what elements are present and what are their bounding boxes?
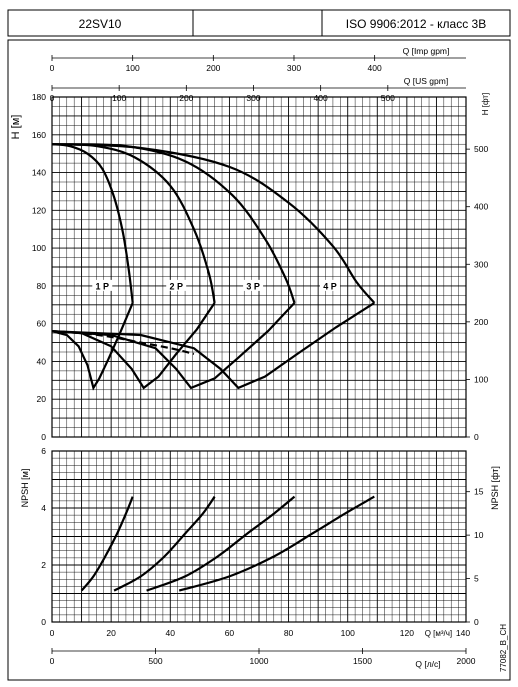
ls-tick-label: 500 bbox=[148, 656, 162, 666]
head-y-tick-label: 40 bbox=[37, 356, 47, 366]
npsh-y-right-tick-label: 5 bbox=[474, 574, 479, 584]
npsh-y-tick-label: 6 bbox=[41, 446, 46, 456]
npsh-y-tick-label: 4 bbox=[41, 503, 46, 513]
top-axis-tick-label: 400 bbox=[368, 63, 382, 73]
m3h-tick-label: 120 bbox=[400, 628, 414, 638]
npsh-y-right-tick-label: 15 bbox=[474, 487, 484, 497]
ls-tick-label: 1500 bbox=[353, 656, 372, 666]
top-axis-tick-label: 500 bbox=[381, 93, 395, 103]
head-y-tick-label: 140 bbox=[32, 168, 46, 178]
ls-tick-label: 2000 bbox=[457, 656, 476, 666]
efficiency-curve-1p bbox=[51, 302, 134, 391]
curve-label-3p: 3 P bbox=[246, 281, 260, 291]
curve-label-2p: 2 P bbox=[169, 281, 183, 291]
head-y-tick-label: 160 bbox=[32, 130, 46, 140]
curve-label-1p: 1 P bbox=[96, 281, 110, 291]
head-y-right-tick-label: 500 bbox=[474, 144, 488, 154]
head-y-tick-label: 100 bbox=[32, 243, 46, 253]
m3h-tick-label: 40 bbox=[166, 628, 176, 638]
npsh-curve-1p bbox=[80, 496, 134, 592]
efficiency-curve-3p bbox=[51, 302, 296, 390]
standard-label: ISO 9906:2012 - класс 3B bbox=[346, 17, 486, 31]
head-curves bbox=[51, 143, 376, 391]
bottom-axes: 0 20 40 60 80 100 120 Q [м³/ч] 140 0 500 1000 1500 20… bbox=[50, 628, 476, 669]
head-y-tick-label: 0 bbox=[41, 432, 46, 442]
head-grid bbox=[51, 96, 467, 438]
npsh-y-axis-right-label: NPSH [фт] bbox=[490, 466, 500, 510]
m3h-tick-label: 20 bbox=[106, 628, 116, 638]
head-y-axis-right-label: H [фт] bbox=[481, 93, 490, 116]
header-frame bbox=[7, 9, 511, 37]
top-axis-tick-label: 100 bbox=[126, 63, 140, 73]
head-y-axis-label: H [м] bbox=[10, 115, 22, 140]
m3h-axis-label: Q [м³/ч] bbox=[425, 629, 452, 638]
top-axis-label: Q [Imp gpm] bbox=[403, 46, 450, 56]
npsh-curve-2p bbox=[113, 495, 216, 592]
curve-label-bg bbox=[92, 279, 113, 291]
head-curve-4p bbox=[51, 143, 376, 304]
npsh-y-axis-label: NPSH [м] bbox=[20, 469, 30, 508]
top-axis-tick-label: 100 bbox=[112, 93, 126, 103]
head-curve-1p bbox=[51, 143, 134, 304]
npsh-plot: 0 2 4 6 0 5 10 15 bbox=[41, 446, 483, 627]
npsh-y-right-tick-label: 10 bbox=[474, 530, 484, 540]
efficiency-curve-2p bbox=[51, 302, 216, 390]
head-y-right-tick-label: 200 bbox=[474, 317, 488, 327]
m3h-tick-label: 140 bbox=[456, 628, 470, 638]
figure-code: 77082_B_CH bbox=[499, 624, 508, 672]
head-y-right-tick-label: 0 bbox=[474, 432, 479, 442]
chart-frame bbox=[7, 39, 511, 681]
curve-label-bg bbox=[243, 279, 264, 291]
head-y-right-tick-label: 100 bbox=[474, 374, 488, 384]
head-y-tick-label: 20 bbox=[37, 394, 47, 404]
top-axis-tick-label: 200 bbox=[179, 93, 193, 103]
curve-label-bg bbox=[319, 279, 340, 291]
head-y-right-tick-label: 400 bbox=[474, 202, 488, 212]
head-plot-border bbox=[51, 96, 467, 438]
ls-tick-label: 0 bbox=[50, 656, 55, 666]
npsh-curve-4p bbox=[178, 495, 375, 592]
m3h-tick-label: 60 bbox=[225, 628, 235, 638]
npsh-y-tick-label: 0 bbox=[41, 617, 46, 627]
top-axis-tick-label: 300 bbox=[246, 93, 260, 103]
npsh-grid bbox=[51, 450, 467, 623]
head-curve-3p bbox=[51, 143, 296, 304]
efficiency-curve-4p bbox=[51, 301, 375, 390]
npsh-curves bbox=[80, 495, 375, 592]
npsh-y-tick-label: 2 bbox=[41, 560, 46, 570]
dashed-reference-curve bbox=[51, 330, 195, 355]
ls-tick-label: 1000 bbox=[250, 656, 269, 666]
head-plot: 0 20 40 60 80 100 120 140 160 180 0 100 200 300 400 500… bbox=[32, 92, 489, 442]
top-axis-label: Q [US gpm] bbox=[404, 76, 448, 86]
head-y-tick-label: 180 bbox=[32, 92, 46, 102]
top-axis-tick-label: 400 bbox=[314, 93, 328, 103]
head-curve-labels: 1 P 2 P 3 P 4 P bbox=[92, 279, 340, 291]
npsh-plot-border bbox=[51, 450, 467, 623]
curve-label-4p: 4 P bbox=[323, 281, 337, 291]
model-label: 22SV10 bbox=[79, 17, 122, 31]
head-y-tick-label: 120 bbox=[32, 205, 46, 215]
m3h-tick-label: 100 bbox=[341, 628, 355, 638]
ls-axis-label: Q [л/с] bbox=[415, 659, 440, 669]
head-y-right-tick-label: 300 bbox=[474, 259, 488, 269]
top-axis-tick-label: 200 bbox=[206, 63, 220, 73]
head-y-tick-label: 60 bbox=[37, 319, 47, 329]
top-axis-tick-label: 0 bbox=[50, 63, 55, 73]
npsh-curve-3p bbox=[146, 495, 296, 592]
m3h-tick-label: 80 bbox=[284, 628, 294, 638]
m3h-tick-label: 0 bbox=[50, 628, 55, 638]
head-y-tick-label: 80 bbox=[37, 281, 47, 291]
npsh-ticks: 0 2 4 6 0 5 10 15 bbox=[41, 446, 483, 627]
curve-label-bg bbox=[166, 279, 187, 291]
head-ticks: 0 20 40 60 80 100 120 140 160 180 0 100 200 300 400 500 bbox=[32, 92, 489, 442]
npsh-y-right-tick-label: 0 bbox=[474, 617, 479, 627]
top-axis-tick-label: 300 bbox=[287, 63, 301, 73]
